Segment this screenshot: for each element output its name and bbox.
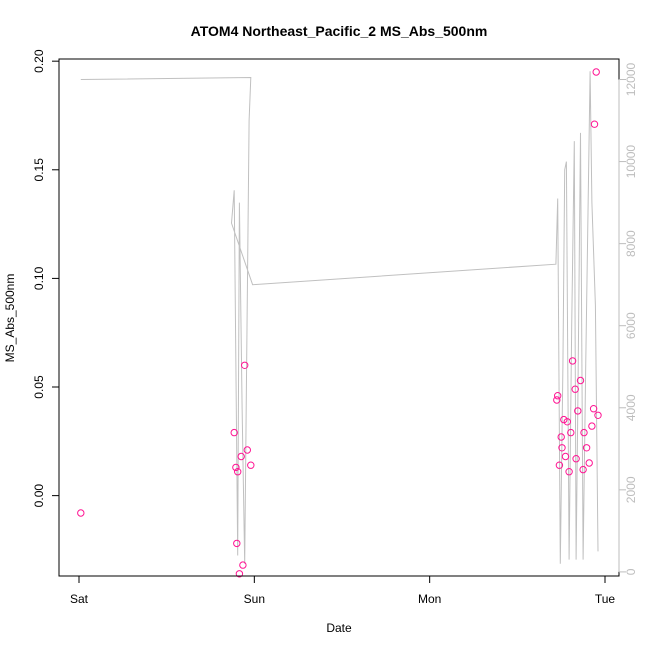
data-point (233, 539, 241, 548)
y2-tick-label: 2000 (624, 476, 638, 503)
data-point (582, 444, 591, 452)
x-tick-label: Tue (595, 592, 616, 606)
data-point (574, 407, 582, 415)
y2-tick-label: 6000 (624, 312, 638, 339)
data-point (567, 428, 575, 437)
y-tick-label: 0.15 (32, 158, 46, 182)
data-point (77, 509, 85, 517)
depth-line-series (80, 71, 599, 564)
data-point (563, 418, 571, 426)
y2-tick-label: 12000 (624, 63, 638, 97)
data-point (555, 461, 564, 469)
x-axis-title: Date (326, 621, 352, 635)
data-point (243, 446, 252, 454)
y-axis-title: MS_Abs_500nm (3, 274, 17, 363)
data-point (557, 433, 565, 441)
data-point (239, 561, 247, 569)
x-tick-label: Mon (418, 592, 441, 606)
data-point (553, 396, 561, 404)
data-point (588, 422, 596, 430)
line-series-layer (80, 71, 599, 564)
y2-tick-label: 8000 (624, 230, 638, 257)
y-tick-label: 0.05 (32, 375, 46, 399)
y-tick-label: 0.00 (32, 484, 46, 508)
x-tick-label: Sat (70, 592, 89, 606)
data-point (554, 392, 562, 400)
data-point (232, 463, 240, 472)
data-point (568, 357, 577, 365)
data-point (237, 452, 245, 461)
chart-title: ATOM4 Northeast_Pacific_2 MS_Abs_500nm (191, 23, 488, 39)
data-point (241, 361, 249, 369)
data-point (580, 428, 588, 437)
x-tick-label: Sun (244, 592, 265, 606)
plot-frame (58, 58, 620, 577)
y2-tick-label: 0 (624, 568, 638, 575)
data-point (571, 385, 579, 393)
data-point (594, 411, 602, 419)
y-tick-label: 0.10 (32, 266, 46, 290)
data-point (561, 452, 570, 461)
y-tick-label: 0.20 (32, 49, 46, 73)
data-point (234, 468, 242, 476)
data-point (579, 465, 587, 474)
data-point (590, 120, 599, 128)
data-point (592, 68, 600, 76)
data-point (589, 405, 598, 413)
axis-layer: Sat Sun Mon Tue 0.00 0.05 0.10 0.15 0.20 0 2000 400… (32, 49, 638, 606)
data-point (247, 461, 255, 469)
data-point (565, 468, 573, 476)
data-point (572, 455, 580, 463)
data-point (576, 376, 585, 385)
y2-tick-label: 10000 (624, 145, 638, 179)
data-point (230, 428, 238, 437)
point-series-layer (77, 68, 602, 578)
y2-tick-label: 4000 (624, 394, 638, 421)
data-point (558, 444, 566, 452)
data-point (235, 570, 244, 578)
data-point (585, 459, 593, 467)
